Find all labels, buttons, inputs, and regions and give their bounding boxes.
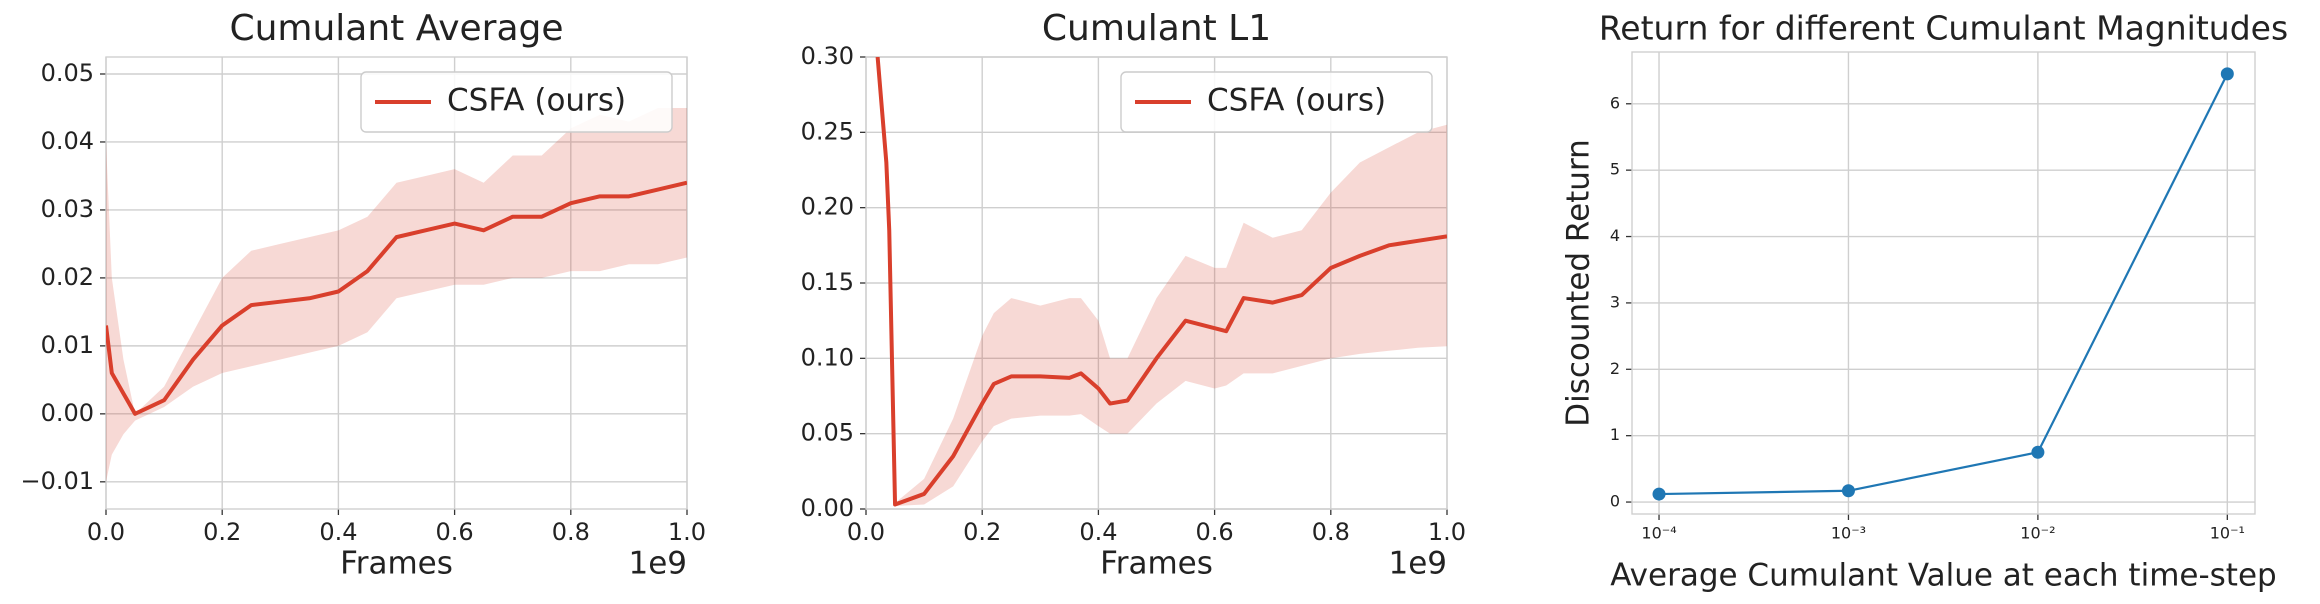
point bbox=[1841, 484, 1855, 498]
x-tick-label: 1.0 bbox=[668, 518, 706, 546]
x-tick-label: 0.2 bbox=[203, 518, 241, 546]
y-tick-label: 0.01 bbox=[41, 331, 94, 359]
y-tick-label: 5 bbox=[1610, 160, 1620, 179]
chart: Cumulant Average 0.0 0.2 0.4 0.6 0.8 1.0 −0.01 0… bbox=[20, 8, 706, 582]
y-tick-label: 0 bbox=[1610, 492, 1620, 511]
legend-box bbox=[360, 71, 673, 133]
x-tick-label: 0.8 bbox=[552, 518, 590, 546]
chart-title: Return for different Cumulant Magnitudes bbox=[1599, 9, 2288, 48]
y-tick-label: 0.25 bbox=[801, 117, 854, 145]
x-tick-label: 0.0 bbox=[847, 518, 885, 546]
legend-label: CSFA (ours) bbox=[447, 83, 626, 119]
y-tick-label: 0.15 bbox=[801, 268, 854, 296]
series-line bbox=[1659, 73, 2229, 496]
chart-title: Cumulant Average bbox=[229, 8, 563, 49]
y-tick-label: 0.00 bbox=[41, 399, 94, 427]
series-line bbox=[875, 57, 1447, 507]
y-axis-label: Discounted Return bbox=[1561, 139, 1597, 427]
plot-area bbox=[106, 107, 687, 482]
plot-frame bbox=[865, 56, 1448, 510]
y-tick-label: 0.03 bbox=[41, 195, 94, 223]
plot-area bbox=[875, 57, 1447, 507]
x-tick-label: 0.4 bbox=[1079, 518, 1117, 546]
x-tick-label: 0.8 bbox=[1312, 518, 1350, 546]
y-tick-label: 6 bbox=[1610, 93, 1620, 112]
y-tick-label: −0.01 bbox=[20, 467, 94, 495]
point bbox=[1652, 487, 1666, 501]
x-tick-label: 0.2 bbox=[963, 518, 1001, 546]
y-tick-label: 0.05 bbox=[801, 419, 854, 447]
series-line bbox=[106, 180, 687, 416]
x-tick-label: 10⁻⁴ bbox=[1641, 524, 1676, 543]
y-tick-label: 3 bbox=[1610, 292, 1620, 311]
y-tick-label: 4 bbox=[1610, 226, 1620, 245]
y-tick-label: 0.10 bbox=[801, 343, 854, 371]
legend-box bbox=[1120, 71, 1433, 133]
error-band bbox=[106, 107, 687, 482]
y-tick-label: 2 bbox=[1610, 359, 1620, 378]
x-offset-text: 1e9 bbox=[628, 546, 687, 582]
chart: Cumulant L1 0.0 0.2 0.4 0.6 0.8 1.0 0.00 0.05 0.1… bbox=[801, 8, 1467, 582]
point bbox=[2031, 445, 2045, 459]
plot-area bbox=[1659, 73, 2229, 496]
y-tick-label: 1 bbox=[1610, 425, 1620, 444]
y-tick-label: 0.30 bbox=[801, 42, 854, 70]
x-tick-label: 1.0 bbox=[1428, 518, 1466, 546]
x-offset-text: 1e9 bbox=[1388, 546, 1447, 582]
x-tick-label: 0.4 bbox=[319, 518, 357, 546]
x-axis-label: Frames bbox=[340, 546, 453, 582]
point bbox=[2220, 67, 2234, 81]
y-tick-label: 0.05 bbox=[41, 59, 94, 87]
plot-frame bbox=[105, 56, 688, 510]
chart-title: Cumulant L1 bbox=[1042, 8, 1271, 49]
y-tick-label: 0.00 bbox=[801, 494, 854, 522]
x-axis-label: Frames bbox=[1100, 546, 1213, 582]
y-tick-label: 0.20 bbox=[801, 193, 854, 221]
x-tick-label: 0.6 bbox=[436, 518, 474, 546]
x-tick-label: 10⁻¹ bbox=[2210, 524, 2245, 543]
y-tick-label: 0.02 bbox=[41, 263, 94, 291]
legend-label: CSFA (ours) bbox=[1207, 83, 1386, 119]
x-tick-label: 0.0 bbox=[87, 518, 125, 546]
x-tick-label: 10⁻² bbox=[2020, 524, 2055, 543]
chart: Return for different Cumulant Magnitudes… bbox=[1561, 9, 2289, 594]
error-band bbox=[895, 124, 1447, 506]
plot-frame bbox=[1631, 51, 2256, 515]
x-tick-label: 10⁻³ bbox=[1831, 524, 1866, 543]
y-tick-label: 0.04 bbox=[41, 127, 94, 155]
x-axis-label: Average Cumulant Value at each time-step bbox=[1610, 558, 2276, 594]
x-tick-label: 0.6 bbox=[1196, 518, 1234, 546]
